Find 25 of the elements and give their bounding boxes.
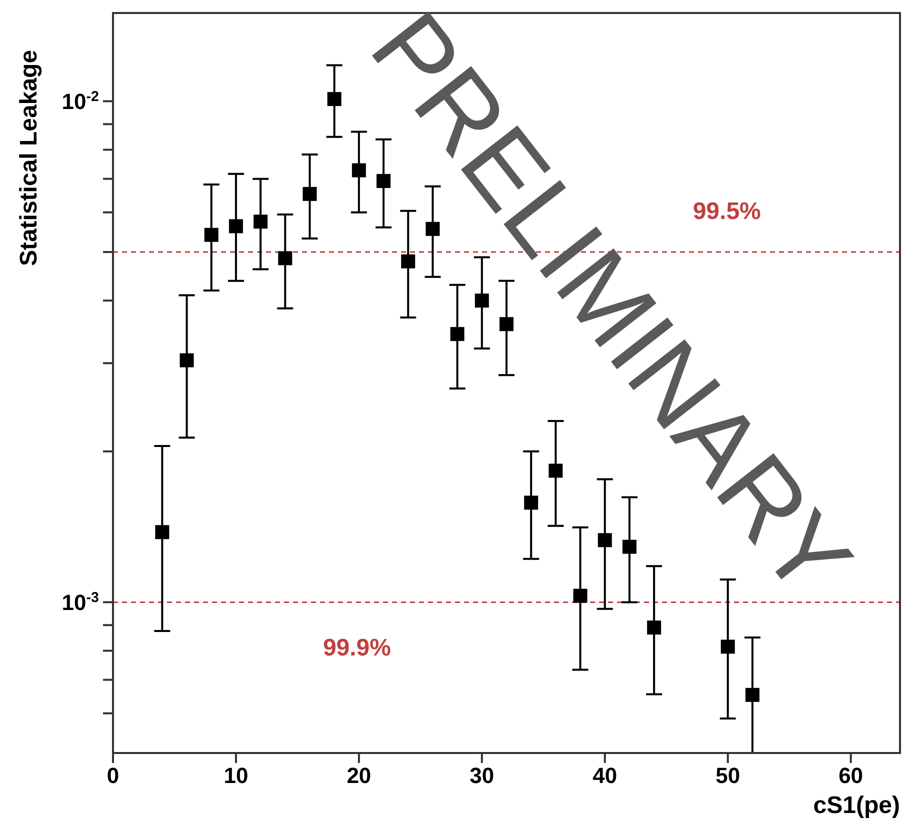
x-axis-title: cS1(pe) <box>813 792 900 819</box>
x-tick-label: 50 <box>716 763 740 788</box>
point <box>155 525 170 540</box>
point <box>647 620 662 635</box>
y-tick-label: 10$^{-2}$ <box>62 89 100 114</box>
x-tick-label: 60 <box>838 763 864 788</box>
x-tick-label: 30 <box>470 763 494 788</box>
point <box>278 251 292 266</box>
point <box>204 228 218 242</box>
x-tick-label: 10 <box>224 763 248 788</box>
point <box>573 588 588 603</box>
y-axis-title: Statistical Leakage <box>15 50 42 266</box>
point <box>254 214 268 229</box>
x-tick-label: 40 <box>592 763 618 788</box>
x-tick-label: 0 <box>106 763 120 788</box>
point <box>302 186 317 201</box>
x-tick-label: 20 <box>346 763 372 788</box>
point <box>180 353 194 368</box>
y-tick-label: 10$^{-3}$ <box>62 590 100 616</box>
point <box>352 163 366 178</box>
point <box>745 688 760 702</box>
annotation: 99.9% <box>322 634 391 662</box>
point <box>327 92 342 106</box>
point <box>720 640 735 654</box>
point <box>228 219 243 234</box>
